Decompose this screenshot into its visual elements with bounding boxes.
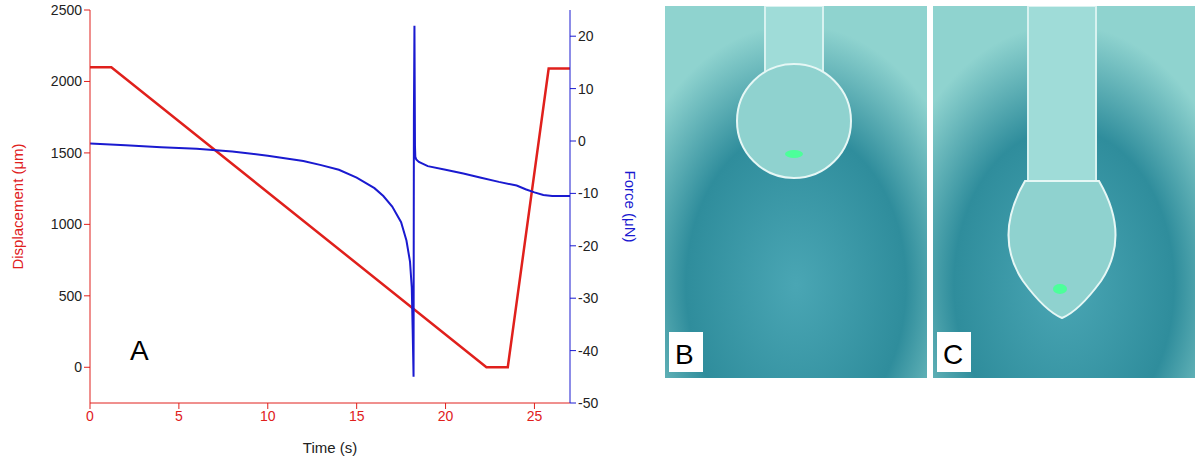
svg-text:0: 0 (86, 408, 94, 424)
svg-text:1500: 1500 (51, 145, 82, 161)
svg-text:25: 25 (527, 408, 543, 424)
svg-text:20: 20 (578, 28, 594, 44)
svg-text:-30: -30 (578, 290, 598, 306)
svg-text:1000: 1000 (51, 216, 82, 232)
svg-text:2000: 2000 (51, 73, 82, 89)
svg-text:0: 0 (578, 133, 586, 149)
svg-text:15: 15 (349, 408, 365, 424)
svg-text:Force (μN): Force (μN) (622, 171, 639, 243)
svg-text:5: 5 (175, 408, 183, 424)
svg-text:0: 0 (74, 359, 82, 375)
svg-text:Time (s): Time (s) (303, 439, 357, 456)
svg-text:-10: -10 (578, 185, 598, 201)
svg-text:C: C (943, 339, 963, 370)
svg-text:-50: -50 (578, 395, 598, 411)
svg-text:-40: -40 (578, 343, 598, 359)
svg-text:2500: 2500 (51, 2, 82, 18)
svg-text:500: 500 (59, 288, 83, 304)
svg-text:-20: -20 (578, 238, 598, 254)
html-text:A: A (130, 335, 149, 366)
svg-text:20: 20 (438, 408, 454, 424)
svg-text:Displacement (μm): Displacement (μm) (9, 143, 26, 269)
svg-text:10: 10 (578, 81, 594, 97)
svg-text:B: B (675, 339, 694, 370)
svg-text:10: 10 (260, 408, 276, 424)
